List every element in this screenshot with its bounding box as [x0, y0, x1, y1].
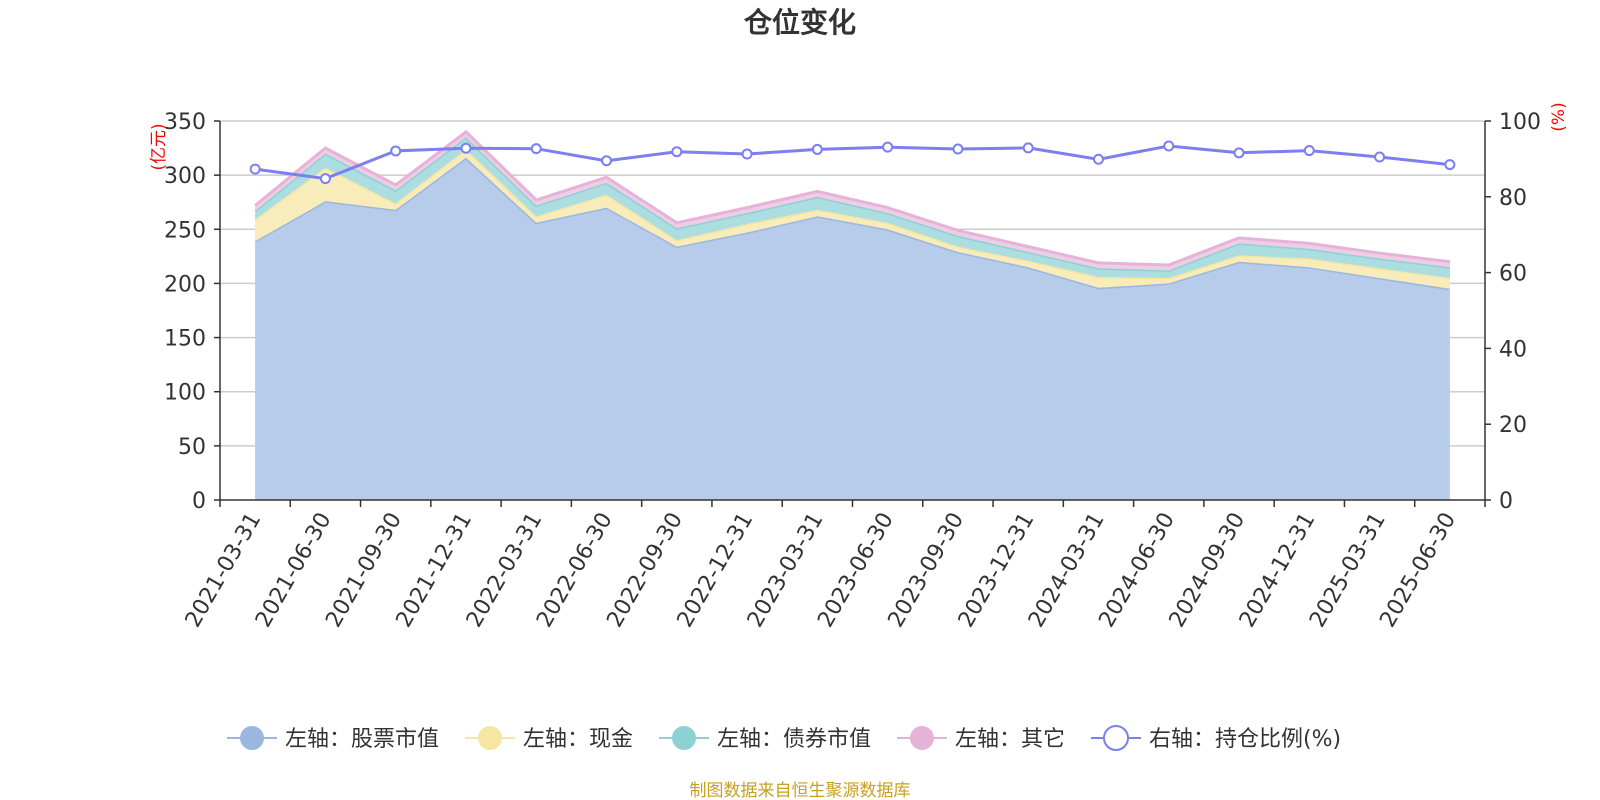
- legend-label: 左轴：债券市值: [717, 727, 871, 752]
- left-axis-tick-label: 350: [164, 110, 206, 135]
- legend-item-5: 右轴：持仓比例(%): [1091, 725, 1341, 752]
- ratio-point: [952, 143, 964, 155]
- legend: 左轴：股票市值 左轴：现金 左轴：债券市值 左轴：其它 右轴：持仓比例(%): [227, 725, 1341, 752]
- right-axis-tick-label: 80: [1499, 186, 1527, 211]
- ratio-point: [1163, 140, 1175, 152]
- ratio-line: [249, 140, 1456, 185]
- right-axis-tick-label: 100: [1499, 110, 1541, 135]
- legend-marker: [478, 726, 502, 750]
- ratio-point: [460, 142, 472, 154]
- left-axis-tick-label: 50: [178, 435, 206, 460]
- ratio-point: [1444, 159, 1456, 171]
- legend-item-4: 左轴：其它: [897, 726, 1065, 752]
- right-axis-tick-label: 20: [1499, 413, 1527, 438]
- stacked-areas: [254, 129, 1451, 501]
- legend-item-2: 左轴：现金: [465, 726, 633, 752]
- legend-label: 左轴：其它: [955, 727, 1065, 752]
- ratio-point: [249, 163, 261, 175]
- x-axis-tick-label: 2025-06-30: [1375, 509, 1461, 632]
- legend-item-3: 左轴：债券市值: [659, 726, 871, 752]
- right-axis-tick-label: 60: [1499, 262, 1527, 287]
- ratio-point: [1233, 147, 1245, 159]
- left-axis-tick-label: 100: [164, 381, 206, 406]
- legend-label: 左轴：股票市值: [285, 727, 439, 752]
- area-series-3: [255, 137, 1450, 278]
- ratio-point: [390, 145, 402, 157]
- left-axis-tick-label: 200: [164, 272, 206, 297]
- area-series-2: [255, 149, 1450, 289]
- ratio-point: [882, 141, 894, 153]
- right-axis-unit: (%): [1549, 102, 1569, 131]
- chart-title: 仓位变化: [744, 6, 856, 39]
- left-axis-tick-label: 300: [164, 164, 206, 189]
- ratio-point: [741, 148, 753, 160]
- source-note: 制图数据来自恒生聚源数据库: [690, 781, 911, 800]
- legend-label: 右轴：持仓比例(%): [1149, 727, 1341, 752]
- legend-marker: [1103, 725, 1129, 751]
- legend-marker: [672, 726, 696, 750]
- area-series-4-edge: [254, 129, 1451, 267]
- right-axis-tick-label: 40: [1499, 337, 1527, 362]
- right-axis-tick-label: 0: [1499, 489, 1513, 514]
- area-series-1: [255, 157, 1450, 501]
- legend-marker: [910, 726, 934, 750]
- ratio-point: [319, 173, 331, 185]
- ratio-line-path: [254, 144, 1451, 181]
- left-axis-tick-label: 150: [164, 327, 206, 352]
- ratio-point: [811, 143, 823, 155]
- area-series-4: [255, 131, 1450, 271]
- left-axis-tick-label: 250: [164, 218, 206, 243]
- ratio-point: [601, 155, 613, 167]
- ratio-point: [671, 146, 683, 158]
- ratio-point: [1022, 142, 1034, 154]
- left-axis-unit: (亿元): [149, 123, 169, 170]
- legend-item-1: 左轴：股票市值: [227, 726, 439, 752]
- ratio-point: [1303, 145, 1315, 157]
- legend-marker: [240, 726, 264, 750]
- legend-label: 左轴：现金: [523, 727, 633, 752]
- ratio-point: [1374, 151, 1386, 163]
- ratio-point: [1092, 153, 1104, 165]
- left-axis-tick-label: 0: [192, 489, 206, 514]
- ratio-point: [530, 143, 542, 155]
